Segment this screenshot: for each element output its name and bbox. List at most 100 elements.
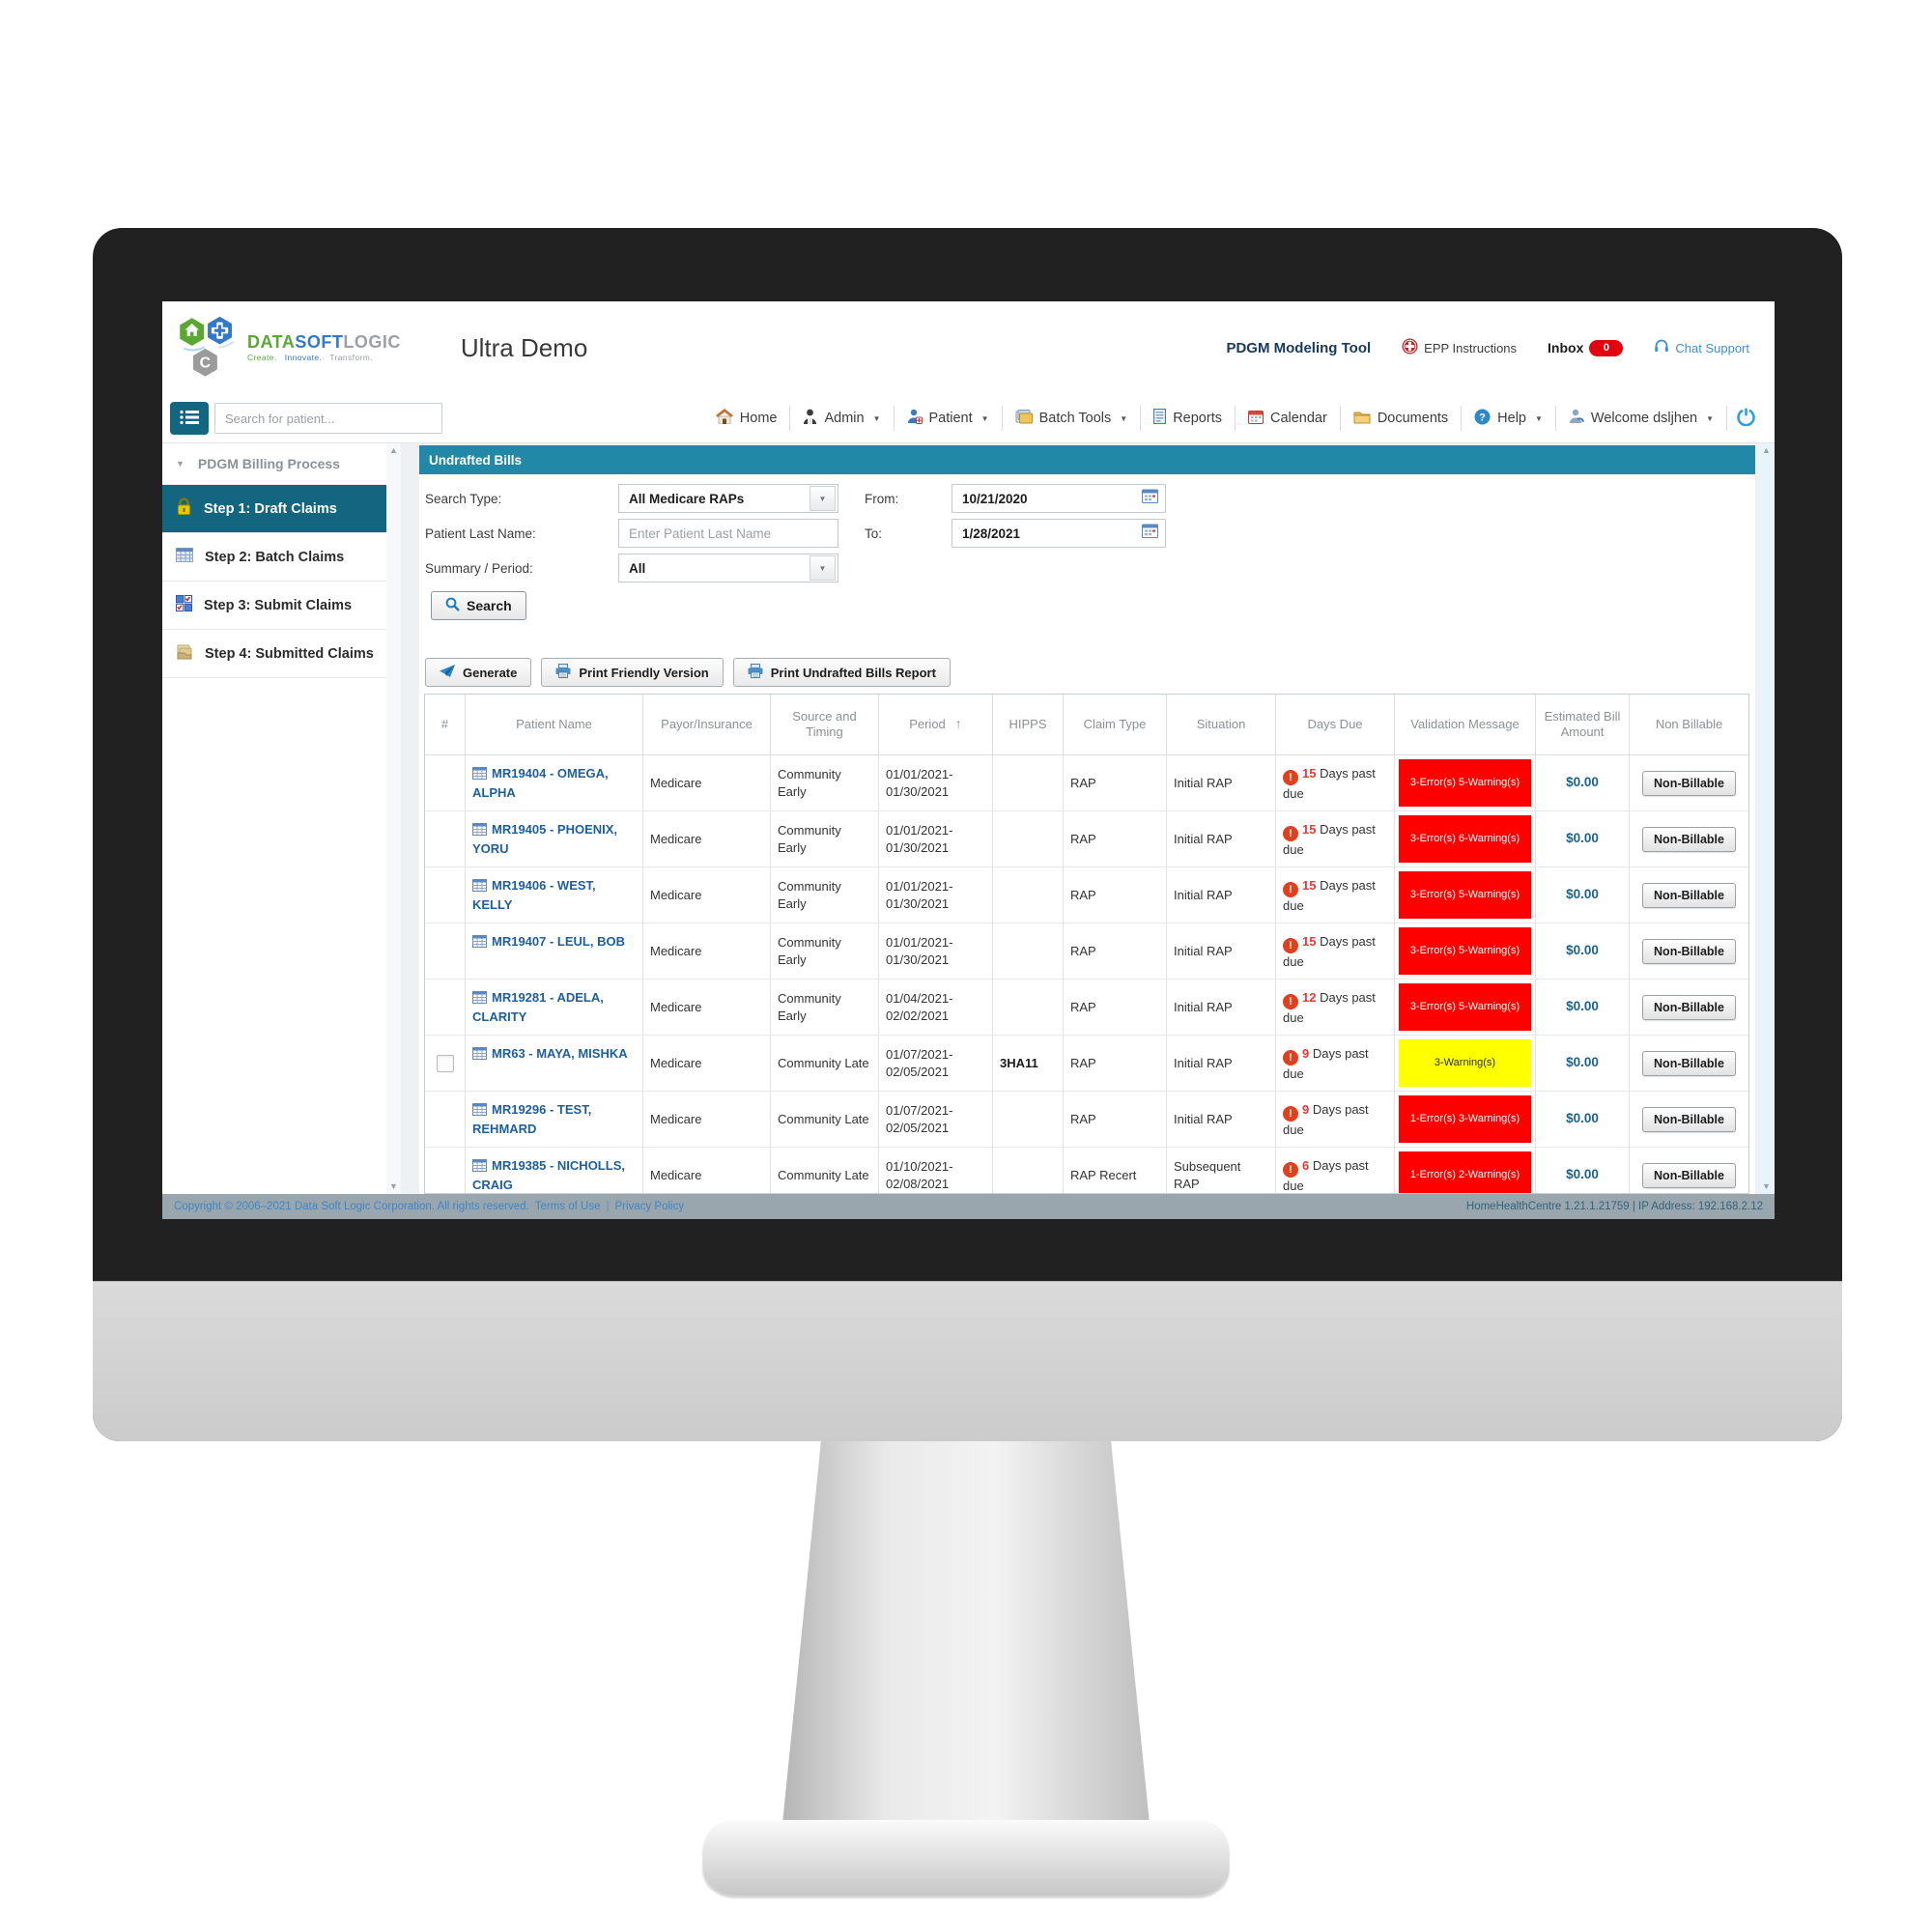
menu-home[interactable]: Home [703, 409, 790, 428]
patient-link[interactable]: MR19405 - PHOENIX, YORU [472, 822, 618, 856]
table-header-row: # Patient Name Payor/Insurance Source an… [425, 695, 1748, 755]
sidebar-item-batch-claims[interactable]: Step 2: Batch Claims [162, 533, 386, 582]
patient-grid-icon [472, 991, 487, 1009]
select-caret-icon[interactable]: ▼ [810, 486, 836, 511]
to-date-input[interactable]: 1/28/2021 [952, 519, 1166, 548]
patient-link[interactable]: MR19385 - NICHOLLS, CRAIG [472, 1158, 625, 1192]
menu-patient[interactable]: Patient ▼ [895, 409, 1002, 428]
non-billable-button[interactable]: Non-Billable [1642, 770, 1736, 796]
non-billable-button[interactable]: Non-Billable [1642, 938, 1736, 964]
patient-link[interactable]: MR19296 - TEST, REHMARD [472, 1102, 592, 1136]
column-header-estimated[interactable]: Estimated Bill Amount [1536, 695, 1630, 754]
sidebar-item-submitted-claims[interactable]: Step 4: Submitted Claims [162, 630, 386, 678]
table-row: MR19404 - OMEGA, ALPHA Medicare Communit… [425, 755, 1748, 811]
column-header-days-due[interactable]: Days Due [1276, 695, 1395, 754]
version-info: HomeHealthCentre 1.21.1.21759 | IP Addre… [1465, 1201, 1763, 1212]
non-billable-button[interactable]: Non-Billable [1642, 1050, 1736, 1076]
validation-badge[interactable]: 3-Error(s) 5-Warning(s) [1399, 759, 1531, 807]
column-header-situation[interactable]: Situation [1167, 695, 1276, 754]
scroll-down-icon[interactable]: ▼ [389, 1181, 398, 1191]
menu-admin[interactable]: Admin ▼ [790, 409, 893, 428]
chat-support-link[interactable]: Chat Support [1654, 339, 1749, 356]
terms-of-use-link[interactable]: Terms of Use [534, 1201, 601, 1212]
payor-cell: Medicare [643, 867, 771, 923]
generate-button[interactable]: Generate [425, 658, 532, 687]
patient-search-input[interactable] [214, 403, 442, 434]
days-suffix: Days past due [1283, 822, 1376, 858]
main-scrollbar[interactable]: ▲ ▼ [1758, 443, 1775, 1194]
column-header-non-billable[interactable]: Non Billable [1655, 716, 1723, 731]
menu-batch-tools[interactable]: Batch Tools ▼ [1003, 409, 1141, 428]
row-checkbox[interactable] [436, 1054, 454, 1072]
sidebar-toggle-button[interactable] [170, 402, 209, 435]
logout-power-button[interactable] [1727, 408, 1759, 429]
non-billable-button[interactable]: Non-Billable [1642, 1162, 1736, 1188]
patient-link[interactable]: MR19281 - ADELA, CLARITY [472, 990, 604, 1024]
sidebar-section-header[interactable]: ▼ PDGM Billing Process [162, 443, 386, 485]
column-header-hipps[interactable]: HIPPS [993, 695, 1064, 754]
column-header-payor[interactable]: Payor/Insurance [643, 695, 771, 754]
pdgm-modeling-tool-link[interactable]: PDGM Modeling Tool [1226, 339, 1372, 356]
claim-type-cell: RAP [1064, 755, 1167, 810]
menu-calendar[interactable]: Calendar [1236, 410, 1340, 428]
menu-separator [789, 406, 791, 431]
non-billable-button[interactable]: Non-Billable [1642, 826, 1736, 852]
validation-badge[interactable]: 3-Error(s) 5-Warning(s) [1399, 983, 1531, 1031]
patient-grid-icon [472, 767, 487, 784]
sidebar-item-submit-claims[interactable]: Step 3: Submit Claims [162, 582, 386, 630]
estimated-amount-cell: $0.00 [1536, 1036, 1630, 1091]
column-header-source[interactable]: Source and Timing [771, 695, 879, 754]
column-header-validation[interactable]: Validation Message [1395, 695, 1536, 754]
scroll-down-icon[interactable]: ▼ [1762, 1181, 1771, 1191]
select-caret-icon[interactable]: ▼ [810, 555, 836, 581]
non-billable-button[interactable]: Non-Billable [1642, 994, 1736, 1020]
column-header-period[interactable]: Period ↑ [879, 695, 993, 754]
validation-badge[interactable]: 3-Error(s) 5-Warning(s) [1399, 871, 1531, 919]
print-undrafted-report-button[interactable]: Print Undrafted Bills Report [732, 658, 951, 687]
patient-last-name-input[interactable] [619, 526, 838, 541]
non-billable-button[interactable]: Non-Billable [1642, 882, 1736, 908]
privacy-policy-link[interactable]: Privacy Policy [614, 1201, 685, 1212]
estimated-amount-cell: $0.00 [1536, 755, 1630, 810]
calendar-picker-icon[interactable] [1142, 524, 1158, 543]
patient-person-icon [907, 409, 923, 428]
column-header-claim-type[interactable]: Claim Type [1064, 695, 1167, 754]
validation-badge[interactable]: 1-Error(s) 2-Warning(s) [1399, 1151, 1531, 1193]
claim-type-cell: RAP [1064, 867, 1167, 923]
patient-link[interactable]: MR63 - MAYA, MISHKA [492, 1046, 628, 1061]
patient-link[interactable]: MR19407 - LEUL, BOB [492, 934, 625, 949]
scroll-up-icon[interactable]: ▲ [389, 445, 398, 455]
patient-link[interactable]: MR19404 - OMEGA, ALPHA [472, 766, 609, 800]
sidebar-item-draft-claims[interactable]: Step 1: Draft Claims [162, 485, 386, 533]
validation-badge[interactable]: 3-Warning(s) [1399, 1039, 1531, 1087]
validation-badge[interactable]: 3-Error(s) 6-Warning(s) [1399, 815, 1531, 863]
table-actions: Generate Print Friendly Version Print Un… [425, 658, 1755, 687]
inbox-link[interactable]: Inbox 0 [1548, 339, 1624, 356]
source-timing-cell: Community Early [771, 867, 879, 923]
monitor-frame: C DATASOFTLOGIC Create. Innovate. Transfor… [93, 228, 1842, 1441]
summary-period-label: Summary / Period: [425, 560, 533, 576]
calendar-picker-icon[interactable] [1142, 489, 1158, 508]
menu-welcome-user[interactable]: Welcome dsljhen ▼ [1556, 409, 1726, 428]
summary-period-select[interactable]: All ▼ [618, 554, 838, 582]
situation-cell: Initial RAP [1167, 867, 1276, 923]
patient-link[interactable]: MR19406 - WEST, KELLY [472, 878, 596, 912]
menu-reports[interactable]: Reports [1141, 408, 1235, 428]
menu-documents[interactable]: Documents [1341, 410, 1461, 428]
calendar-icon [1247, 410, 1264, 428]
from-date-input[interactable]: 10/21/2020 [952, 484, 1166, 513]
search-type-select[interactable]: All Medicare RAPs ▼ [618, 484, 838, 513]
search-button[interactable]: Search [431, 591, 526, 620]
validation-badge[interactable]: 1-Error(s) 3-Warning(s) [1399, 1095, 1531, 1143]
epp-instructions-link[interactable]: EPP Instructions [1402, 338, 1517, 357]
app-header: C DATASOFTLOGIC Create. Innovate. Transfor… [162, 301, 1775, 394]
column-header-patient[interactable]: Patient Name [466, 695, 643, 754]
menu-help[interactable]: ? Help ▼ [1462, 409, 1555, 429]
situation-cell: Initial RAP [1167, 1092, 1276, 1147]
validation-badge[interactable]: 3-Error(s) 5-Warning(s) [1399, 927, 1531, 975]
scroll-up-icon[interactable]: ▲ [1762, 445, 1771, 455]
non-billable-button[interactable]: Non-Billable [1642, 1106, 1736, 1132]
sidebar-scrollbar[interactable]: ▲ ▼ [386, 443, 401, 1194]
patient-last-name-field[interactable] [618, 519, 838, 548]
print-friendly-button[interactable]: Print Friendly Version [541, 658, 724, 687]
